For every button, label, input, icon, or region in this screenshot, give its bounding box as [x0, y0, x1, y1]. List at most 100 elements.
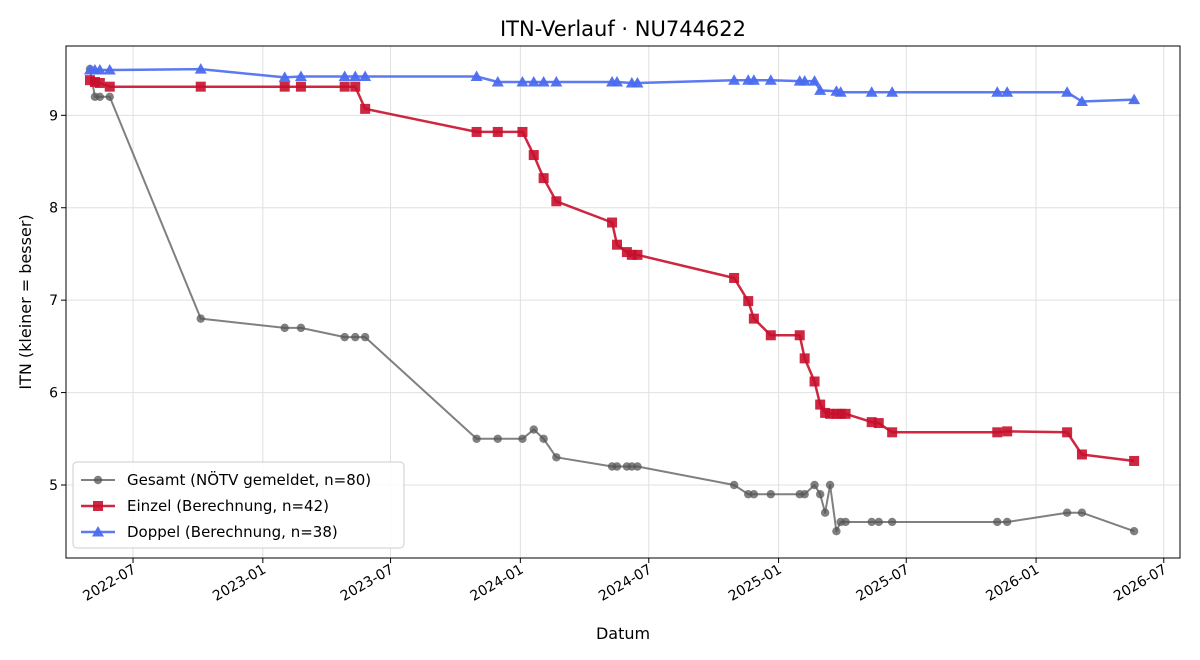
- gesamt-point: [1062, 508, 1072, 517]
- einzel-point: [195, 81, 206, 92]
- einzel-point: [743, 296, 754, 307]
- einzel-point: [360, 103, 371, 114]
- einzel-point: [794, 330, 805, 341]
- y-tick-label: 7: [49, 293, 58, 309]
- gesamt-point: [296, 323, 306, 333]
- einzel-point: [866, 417, 877, 428]
- einzel-point: [1002, 426, 1013, 437]
- gesamt-point: [1002, 517, 1012, 527]
- gesamt-point: [360, 332, 370, 342]
- einzel-point: [626, 249, 637, 260]
- einzel-point: [104, 81, 115, 92]
- einzel-point: [94, 77, 105, 88]
- y-axis-ticks: 5 6 7 8 9: [49, 108, 66, 494]
- doppel-point: [470, 70, 483, 81]
- y-axis-label: ITN (kleiner = besser): [16, 214, 35, 389]
- doppel-point: [991, 86, 1004, 97]
- series-gesamt: [85, 64, 1139, 536]
- legend-marker: [93, 501, 103, 511]
- doppel-point: [491, 76, 504, 87]
- doppel-point: [808, 75, 821, 86]
- gesamt-point: [1077, 508, 1087, 517]
- einzel-point: [825, 408, 836, 419]
- chart-title: ITN-Verlauf · NU744622: [500, 17, 746, 41]
- einzel-point: [339, 81, 350, 92]
- einzel-point: [551, 196, 562, 207]
- gesamt-point: [820, 508, 830, 517]
- doppel-point: [1061, 86, 1074, 97]
- legend-label: Gesamt (NÖTV gemeldet, n=80): [127, 470, 371, 489]
- einzel-point: [1062, 427, 1073, 438]
- doppel-point: [886, 86, 899, 97]
- legend-item-gesamt: Gesamt (NÖTV gemeldet, n=80): [81, 470, 371, 489]
- gesamt-point: [633, 462, 642, 471]
- gesamt-point: [1129, 526, 1139, 536]
- gesamt-point: [105, 92, 114, 102]
- einzel-point: [809, 376, 820, 387]
- gesamt-point: [493, 434, 502, 443]
- doppel-point: [103, 64, 116, 75]
- gesamt-point: [529, 425, 538, 434]
- y-tick-label: 6: [49, 386, 58, 402]
- gesamt-point: [749, 490, 759, 499]
- y-tick-label: 5: [49, 478, 58, 494]
- einzel-point: [887, 427, 898, 438]
- doppel-point: [338, 70, 351, 81]
- doppel-point: [865, 86, 878, 97]
- gesamt-point: [887, 517, 897, 527]
- legend-label: Einzel (Berechnung, n=42): [127, 497, 329, 515]
- doppel-point: [359, 70, 372, 81]
- gesamt-point: [729, 480, 739, 490]
- gesamt-point: [832, 526, 841, 536]
- doppel-point: [1075, 95, 1088, 106]
- legend-marker: [93, 475, 103, 485]
- plot-frame: [65, 45, 1181, 559]
- gesamt-point: [552, 453, 561, 462]
- einzel-point: [471, 126, 482, 137]
- series-doppel: [83, 63, 1141, 106]
- x-axis-label: Datum: [596, 624, 650, 643]
- einzel-point: [607, 217, 618, 228]
- gesamt-point: [800, 490, 809, 499]
- einzel-point: [517, 126, 528, 137]
- doppel-point: [1128, 93, 1141, 105]
- einzel-point: [492, 126, 503, 137]
- series-einzel: [84, 75, 1140, 466]
- gesamt-point: [867, 517, 876, 527]
- einzel-point: [350, 81, 361, 92]
- doppel-point: [814, 84, 827, 95]
- einzel-point: [748, 313, 759, 324]
- series-layer: [83, 63, 1141, 536]
- einzel-point: [799, 353, 810, 364]
- gesamt-point: [810, 480, 819, 490]
- doppel-point: [278, 71, 291, 82]
- gesamt-point: [95, 92, 105, 102]
- gesamt-point: [815, 490, 825, 499]
- gesamt-point: [472, 434, 481, 443]
- gesamt-point: [766, 490, 776, 499]
- doppel-point: [294, 70, 307, 81]
- legend-item-doppel: Doppel (Berechnung, n=38): [81, 523, 338, 541]
- doppel-point: [93, 64, 106, 75]
- doppel-point: [527, 76, 540, 87]
- einzel-point: [765, 330, 776, 341]
- gesamt-point: [539, 434, 548, 443]
- doppel-point: [550, 76, 563, 87]
- y-tick-label: 8: [49, 201, 58, 217]
- einzel-point: [295, 81, 306, 92]
- legend-item-einzel: Einzel (Berechnung, n=42): [81, 497, 329, 515]
- einzel-point: [279, 81, 290, 92]
- doppel-point: [747, 74, 760, 85]
- doppel-point: [764, 74, 777, 85]
- einzel-point: [815, 399, 826, 410]
- gesamt-point: [612, 462, 622, 471]
- einzel-point: [632, 249, 643, 260]
- gesamt-point: [351, 332, 360, 342]
- doppel-point: [349, 70, 362, 81]
- doppel-point: [798, 75, 811, 86]
- gesamt-point: [825, 480, 835, 490]
- einzel-point: [1076, 449, 1087, 460]
- legend-label: Doppel (Berechnung, n=38): [127, 523, 338, 541]
- einzel-point: [612, 239, 623, 250]
- doppel-point: [834, 86, 847, 97]
